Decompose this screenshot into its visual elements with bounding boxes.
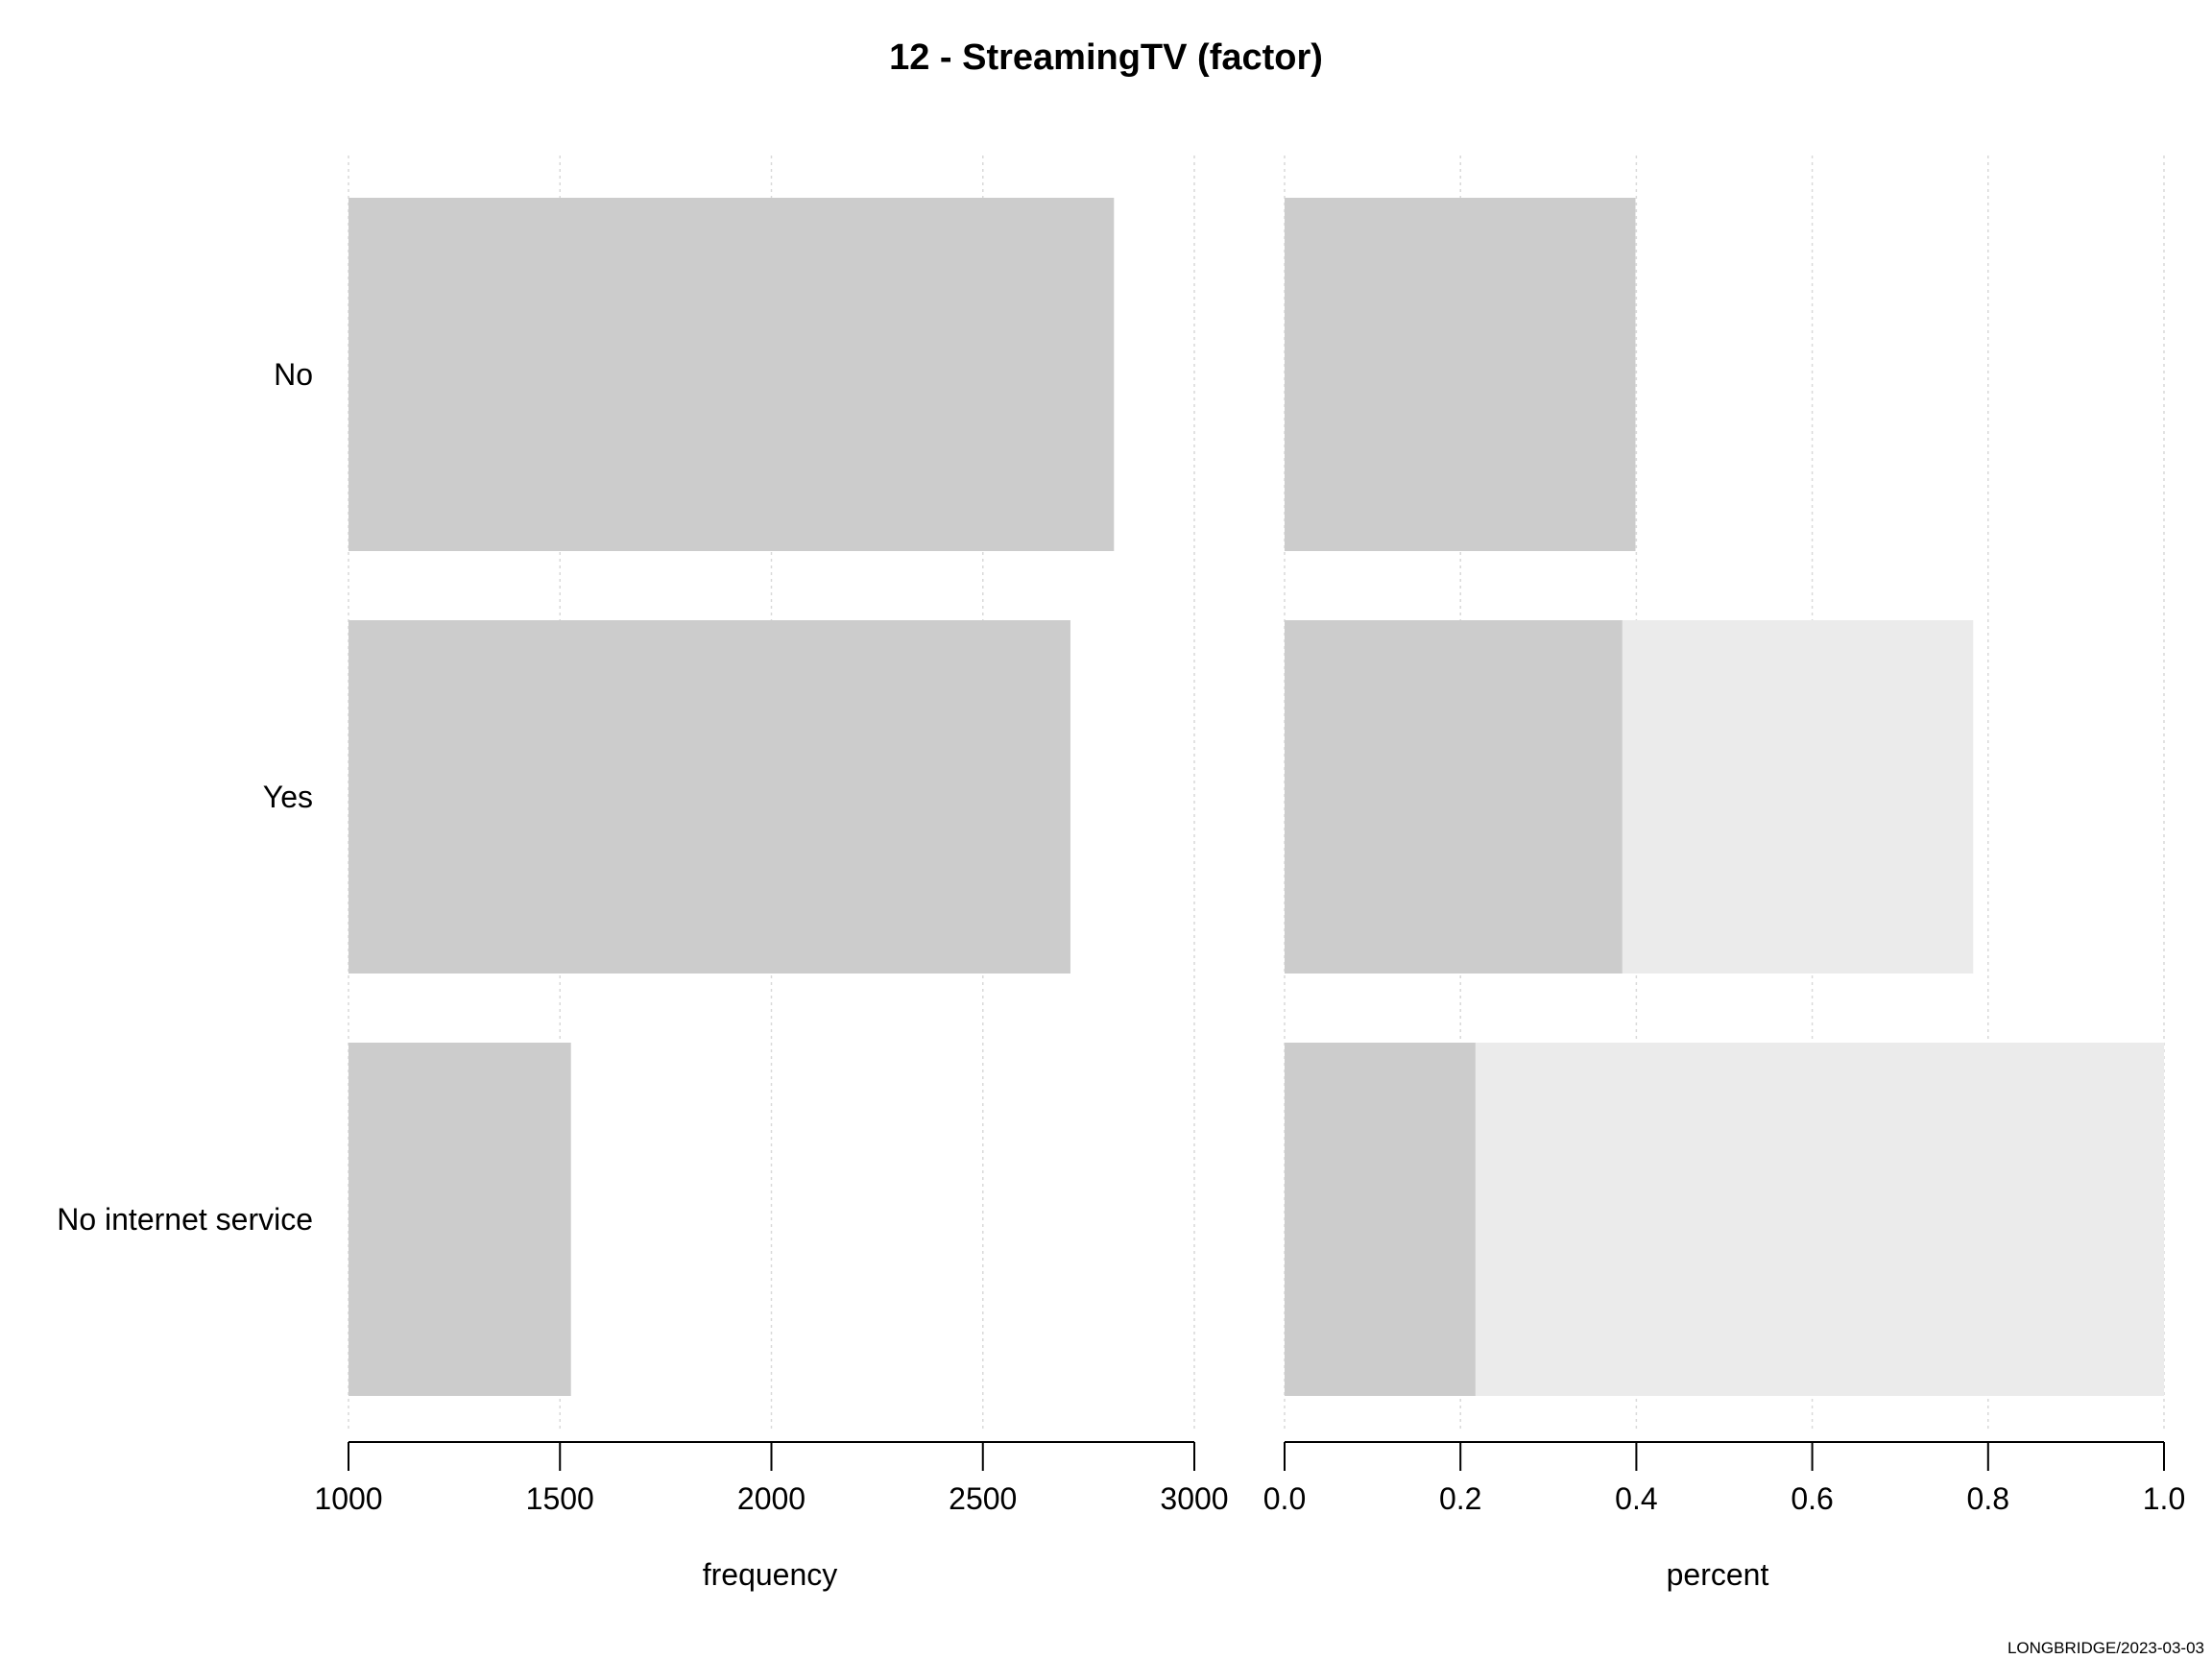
frequency-tick-label: 3000 — [1160, 1481, 1228, 1516]
percent-tick-label: 0.2 — [1439, 1481, 1481, 1516]
frequency-bars — [349, 198, 1115, 1396]
percent-tick-label: 0.6 — [1791, 1481, 1833, 1516]
category-label: No — [274, 357, 313, 392]
frequency-panel: No Yes No internet service 1000 1500 2000 250… — [57, 156, 1229, 1592]
percent-bar — [1285, 620, 1623, 974]
percent-bar — [1285, 198, 1636, 551]
frequency-tick-label: 2500 — [949, 1481, 1017, 1516]
category-label: Yes — [263, 780, 313, 814]
frequency-bar — [349, 198, 1115, 551]
percent-panel: 0.0 0.2 0.4 0.6 0.8 1.0 percent — [1263, 156, 2185, 1592]
percent-bars — [1285, 198, 2164, 1396]
category-label: No internet service — [57, 1202, 313, 1237]
frequency-tick-label: 1000 — [314, 1481, 382, 1516]
percent-tick-label: 0.0 — [1263, 1481, 1306, 1516]
chart-title: 12 - StreamingTV (factor) — [889, 37, 1323, 78]
percent-tick-label: 1.0 — [2143, 1481, 2185, 1516]
frequency-axis-label: frequency — [703, 1557, 838, 1592]
frequency-tick-label: 2000 — [737, 1481, 805, 1516]
footer-stamp: LONGBRIDGE/2023-03-03 — [2008, 1639, 2204, 1657]
percent-tick-label: 0.4 — [1615, 1481, 1657, 1516]
category-labels: No Yes No internet service — [57, 357, 313, 1237]
percent-bar — [1285, 1043, 1476, 1396]
percent-axis-label: percent — [1667, 1557, 1769, 1592]
percent-tick-label: 0.8 — [1967, 1481, 2009, 1516]
percent-axis: 0.0 0.2 0.4 0.6 0.8 1.0 — [1263, 1441, 2185, 1516]
frequency-bar — [349, 620, 1070, 974]
frequency-bar — [349, 1043, 571, 1396]
frequency-axis: 1000 1500 2000 2500 3000 — [314, 1441, 1229, 1516]
frequency-tick-label: 1500 — [526, 1481, 594, 1516]
